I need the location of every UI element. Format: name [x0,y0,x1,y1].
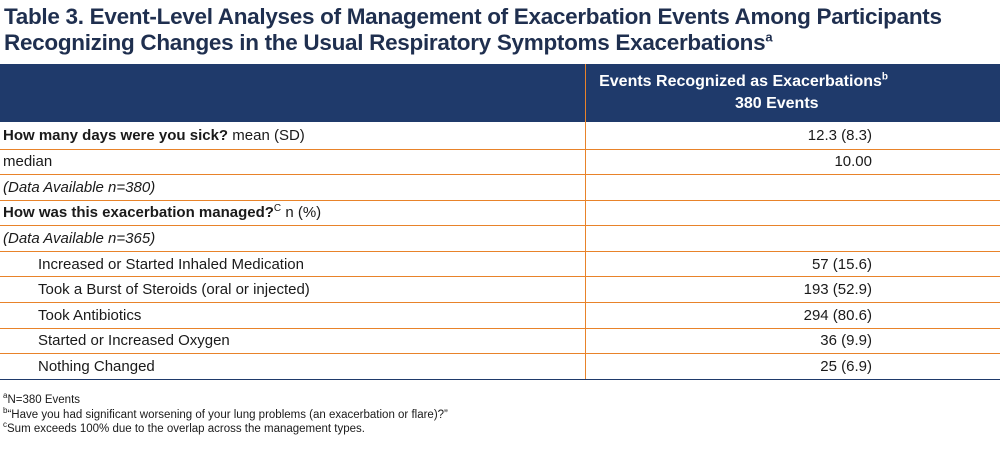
table-row: Took a Burst of Steroids (oral or inject… [0,276,1000,304]
table-row: (Data Available n=380) [0,174,1000,201]
footnote-c-text: Sum exceeds 100% due to the overlap acro… [7,423,365,435]
row-value [584,200,1000,227]
table-row: (Data Available n=365) [0,225,1000,252]
row-label: (Data Available n=380) [0,174,585,201]
row-value: 193 (52.9) [584,276,1000,304]
row-value: 294 (80.6) [584,302,1000,329]
row-label: (Data Available n=365) [0,225,585,252]
footnote-c: cSum exceeds 100% due to the overlap acr… [3,420,448,437]
footnote-a-mark: a [3,391,8,401]
row-label: Started or Increased Oxygen [0,328,585,355]
footnote-c-mark: c [3,420,7,430]
header-events-cell: Events Recognized as Exacerbationsb 380 … [585,64,1000,122]
footnote-a: aN=380 Events [3,391,448,408]
header-row: Events Recognized as Exacerbationsb 380 … [0,64,1000,122]
row-label: Took Antibiotics [0,302,585,329]
row-value: 12.3 (8.3) [584,122,1000,150]
days-sick-stat: mean (SD) [228,126,305,144]
row-label: Nothing Changed [0,353,585,380]
managed-question: How was this exacerbation managed? [3,204,274,222]
table-title: Table 3. Event-Level Analyses of Managem… [0,0,1000,56]
results-table: Events Recognized as Exacerbationsb 380 … [0,64,1000,380]
table-row: median 10.00 [0,149,1000,176]
table-row: How was this exacerbation managed?C n (%… [0,200,1000,227]
row-value: 36 (9.9) [584,328,1000,355]
managed-footnote-mark: C [273,203,282,215]
table-row: How many days were you sick? mean (SD) 1… [0,122,1000,150]
row-label: How many days were you sick? mean (SD) [0,122,585,150]
row-label: Took a Burst of Steroids (oral or inject… [0,276,585,304]
table-row: Increased or Started Inhaled Medication … [0,251,1000,278]
row-label: median [0,149,585,176]
row-label: Increased or Started Inhaled Medication [0,251,585,278]
days-sick-question: How many days were you sick? [3,126,229,144]
row-label: How was this exacerbation managed?C n (%… [0,200,585,227]
header-events-label: Events Recognized as Exacerbations [599,73,882,90]
header-events-count: 380 Events [734,95,819,112]
title-footnote-mark: a [765,29,773,45]
row-value: 10.00 [584,149,1000,176]
row-value [584,174,1000,201]
title-line-2: Recognizing Changes in the Usual Respira… [4,30,766,55]
table-row: Started or Increased Oxygen 36 (9.9) [0,328,1000,355]
row-value: 25 (6.9) [584,353,1000,380]
row-value: 57 (15.6) [584,251,1000,278]
managed-stat: n (%) [281,204,322,222]
footnotes: aN=380 Events b“Have you had significant… [3,391,448,437]
footnote-b-mark: b [3,405,8,415]
header-footnote-mark: b [881,71,888,83]
table-row: Nothing Changed 25 (6.9) [0,353,1000,380]
footnote-a-text: N=380 Events [7,394,81,406]
footnote-b-text: “Have you had significant worsening of y… [7,408,448,421]
table-row: Took Antibiotics 294 (80.6) [0,302,1000,329]
footnote-b: b“Have you had significant worsening of … [3,405,448,423]
header-empty-cell [0,64,586,122]
title-line-1: Table 3. Event-Level Analyses of Managem… [4,4,942,29]
row-value [584,225,1000,252]
